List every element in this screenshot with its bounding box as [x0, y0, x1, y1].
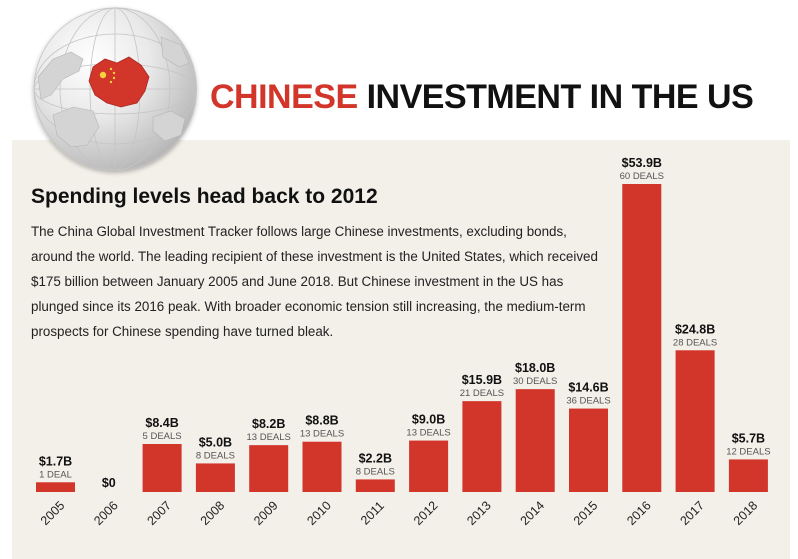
deal-label-2012: 13 DEALS [406, 428, 450, 439]
deal-label-2018: 12 DEALS [726, 446, 770, 457]
value-label-2013: $15.9B [462, 373, 502, 387]
deal-label-2015: 36 DEALS [566, 396, 610, 407]
deal-label-2011: 8 DEALS [356, 466, 395, 477]
chart-subtitle: Spending levels head back to 2012 [31, 185, 378, 208]
bar-2007 [142, 444, 182, 492]
value-label-2015: $14.6B [568, 381, 608, 395]
bar-2017 [675, 350, 715, 492]
bar-2015 [569, 408, 608, 492]
value-label-2018: $5.7B [732, 431, 765, 445]
deal-label-2007: 5 DEALS [143, 431, 182, 442]
bar-2008 [195, 463, 235, 492]
value-label-2008: $5.0B [199, 435, 232, 449]
deal-label-2013: 21 DEALS [460, 388, 504, 399]
x-tick-2016: 2016 [624, 498, 654, 528]
x-tick-2018: 2018 [731, 498, 761, 528]
bar-2009 [249, 445, 289, 492]
deal-label-2017: 28 DEALS [673, 337, 717, 348]
globe-china-icon [33, 7, 197, 171]
x-tick-2012: 2012 [411, 498, 441, 528]
bar-2010 [302, 441, 342, 492]
value-label-2006: $0 [102, 476, 116, 490]
deal-label-2005: 1 DEAL [39, 469, 72, 480]
bar-2014 [515, 389, 555, 492]
deal-label-2014: 30 DEALS [513, 376, 557, 387]
value-label-2016: $53.9B [622, 156, 662, 170]
page-title: CHINESE INVESTMENT IN THE US [210, 78, 754, 117]
bar-2005 [36, 482, 75, 492]
value-label-2017: $24.8B [675, 322, 715, 336]
value-label-2009: $8.2B [252, 417, 285, 431]
bar-2016 [622, 184, 662, 492]
x-tick-2005: 2005 [38, 498, 68, 528]
x-tick-2017: 2017 [677, 498, 707, 528]
deal-label-2016: 60 DEALS [620, 171, 664, 182]
bar-2013 [462, 401, 502, 492]
deal-label-2009: 13 DEALS [247, 432, 291, 443]
deal-label-2008: 8 DEALS [196, 450, 235, 461]
x-tick-2014: 2014 [518, 498, 548, 528]
x-tick-2010: 2010 [304, 498, 334, 528]
value-label-2010: $8.8B [305, 414, 338, 428]
x-tick-2006: 2006 [91, 498, 121, 528]
x-tick-2008: 2008 [198, 498, 228, 528]
title-accent: CHINESE [210, 78, 358, 116]
value-label-2014: $18.0B [515, 361, 555, 375]
bar-2018 [728, 459, 768, 492]
x-tick-2015: 2015 [571, 498, 601, 528]
x-tick-2013: 2013 [464, 498, 494, 528]
deal-label-2010: 13 DEALS [300, 429, 344, 440]
value-label-2007: $8.4B [145, 416, 178, 430]
bar-2011 [355, 479, 395, 492]
chart-description: The China Global Investment Tracker foll… [31, 224, 598, 339]
value-label-2012: $9.0B [412, 413, 445, 427]
value-label-2011: $2.2B [359, 451, 392, 465]
x-tick-2011: 2011 [358, 499, 387, 528]
x-tick-2007: 2007 [144, 498, 174, 528]
bar-2012 [409, 440, 449, 492]
value-label-2005: $1.7B [39, 454, 72, 468]
title-rest: INVESTMENT IN THE US [366, 78, 754, 116]
x-tick-2009: 2009 [251, 498, 281, 528]
